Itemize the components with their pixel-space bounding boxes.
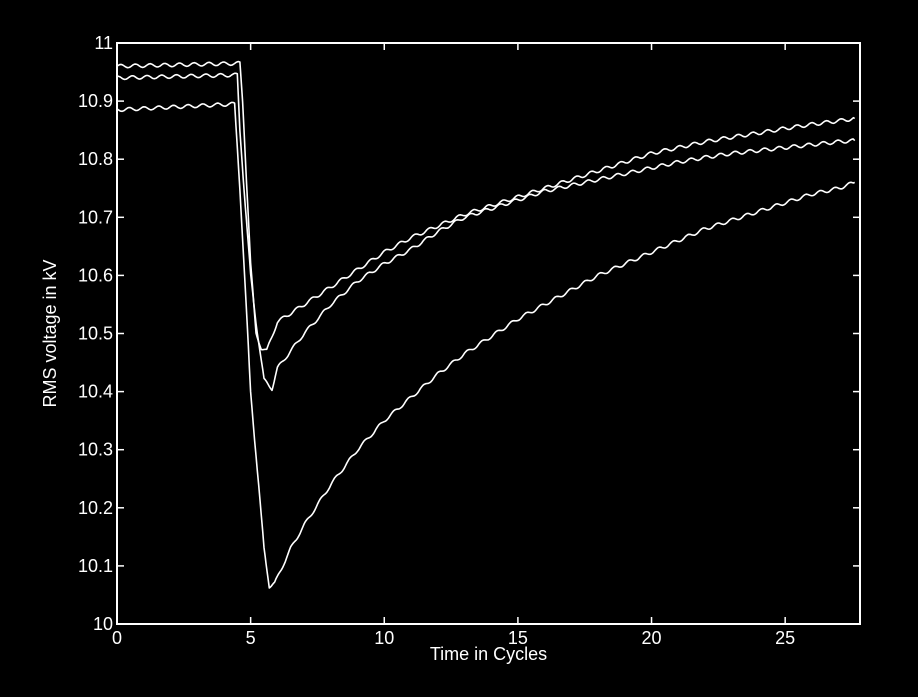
x-tick-label: 20 xyxy=(642,628,662,648)
x-tick-label: 5 xyxy=(246,628,256,648)
x-tick-label: 0 xyxy=(112,628,122,648)
y-tick-label: 10.1 xyxy=(78,556,113,576)
series-layer xyxy=(116,60,856,589)
series-line-2 xyxy=(117,72,856,392)
series-line-3 xyxy=(116,101,856,589)
y-tick-label: 10.9 xyxy=(78,91,113,111)
x-axis-title: Time in Cycles xyxy=(430,644,547,664)
ticks-layer: 0 5 10 15 20 25 10 10.1 10.2 10.3 10.4 10.5 10.6 10.7… xyxy=(78,33,860,648)
y-axis-title: RMS voltage in kV xyxy=(40,259,60,407)
x-tick-label: 15 xyxy=(508,628,528,648)
y-tick-label: 10.7 xyxy=(78,207,113,227)
series-line-1 xyxy=(116,60,856,351)
y-tick-label: 10.8 xyxy=(78,149,113,169)
y-tick-label: 10.5 xyxy=(78,324,113,344)
y-tick-label: 10.2 xyxy=(78,498,113,518)
x-tick-label: 25 xyxy=(775,628,795,648)
y-tick-label: 10 xyxy=(93,614,113,634)
y-tick-label: 11 xyxy=(94,33,113,53)
y-tick-label: 10.3 xyxy=(78,440,113,460)
y-tick-label: 10.6 xyxy=(78,265,113,285)
x-tick-label: 10 xyxy=(374,628,394,648)
y-tick-label: 10.4 xyxy=(78,382,113,402)
